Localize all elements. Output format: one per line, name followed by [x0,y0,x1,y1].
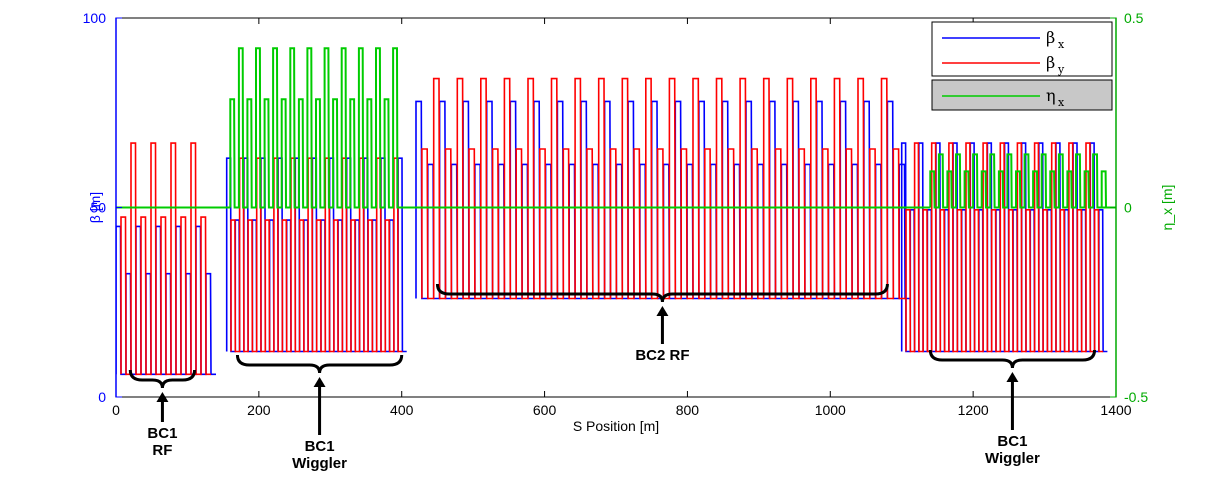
x-tick-label: 0 [112,402,120,418]
legend-label: β [1046,53,1055,72]
annotation-label: Wiggler [292,455,347,472]
y-right-axis-title: η_x [m] [1159,185,1175,231]
brace [128,369,197,389]
series-segment [120,142,211,376]
y-tick-label: 50 [90,200,106,216]
x-tick-label: 1200 [958,402,989,418]
y-right-tick-label: 0 [1124,200,1132,216]
arrow-head [156,392,169,402]
annotation-label: BC1 [147,425,177,442]
arrow-head [313,377,326,387]
series-beta-y [120,77,1104,376]
x-tick-label: 1000 [815,402,846,418]
series-segment [421,77,906,300]
y-axis-title: β [m] [87,192,103,223]
legend-label: η [1046,86,1056,105]
brace [928,349,1097,369]
series-segment [229,47,402,209]
y-right-tick-label: -0.5 [1124,389,1148,405]
brace [435,283,889,303]
annotation-label: Wiggler [985,450,1040,467]
arrow-head [656,306,669,316]
x-tick-label: 800 [676,402,700,418]
arrow-head [1006,372,1019,382]
legend-subscript: x [1058,96,1065,109]
annotation-label: BC1 [997,433,1027,450]
y-tick-label: 100 [83,10,107,26]
series-segment [230,157,403,353]
series-layer [116,47,1116,376]
x-tick-label: 400 [390,402,414,418]
x-tick-label: 600 [533,402,557,418]
legend-box [931,21,1113,77]
annotation-label: RF [152,442,172,459]
y-right-tick-label: 0.5 [1124,10,1144,26]
x-tick-label: 200 [247,402,271,418]
legend-box [931,79,1113,111]
x-tick-label: 1400 [1100,402,1131,418]
legend: β xβ yη x [931,21,1113,111]
axes-layer: 0 200 400 600 800 1000 1200 1400 0 50 100 -0.5 0 0.5 S… [83,10,1175,434]
legend-subscript: y [1057,63,1065,76]
series-segment [905,142,1104,353]
annotation-2: BC2 RF [435,283,889,364]
x-axis-title: S Position [m] [573,418,659,434]
legend-subscript: x [1058,38,1065,51]
brace [235,354,404,374]
y-tick-label: 0 [98,389,106,405]
series-eta-x [116,47,1116,209]
series-segment [929,153,1111,209]
annotation-label: BC2 RF [635,347,689,364]
annotation-label: BC1 [305,438,335,455]
legend-label: β [1046,28,1055,47]
